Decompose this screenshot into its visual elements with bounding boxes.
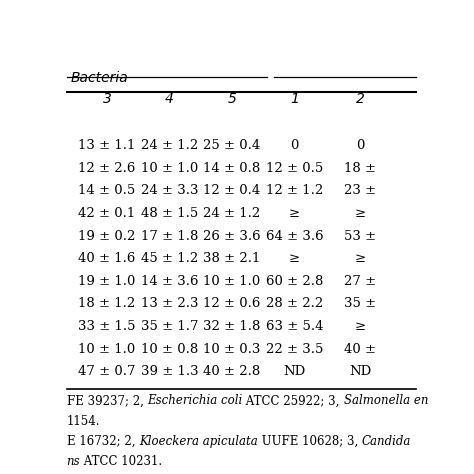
Text: 25 ± 0.4: 25 ± 0.4	[203, 139, 261, 152]
Text: 14 ± 0.8: 14 ± 0.8	[203, 162, 261, 174]
Text: 10 ± 0.8: 10 ± 0.8	[141, 343, 198, 356]
Text: ND: ND	[283, 365, 305, 378]
Text: UUFE 10628; 3,: UUFE 10628; 3,	[257, 435, 362, 447]
Text: 12 ± 2.6: 12 ± 2.6	[78, 162, 136, 174]
Text: ns: ns	[66, 455, 80, 468]
Text: 38 ± 2.1: 38 ± 2.1	[203, 252, 261, 265]
Text: 14 ± 0.5: 14 ± 0.5	[78, 184, 136, 197]
Text: 14 ± 3.6: 14 ± 3.6	[141, 275, 198, 288]
Text: ≥: ≥	[289, 252, 300, 265]
Text: 10 ± 0.3: 10 ± 0.3	[203, 343, 261, 356]
Text: 40 ±: 40 ±	[345, 343, 376, 356]
Text: 35 ±: 35 ±	[345, 297, 376, 310]
Text: FE 39237; 2,: FE 39237; 2,	[66, 394, 147, 408]
Text: 0: 0	[290, 139, 299, 152]
Text: Candida: Candida	[362, 435, 411, 447]
Text: 26 ± 3.6: 26 ± 3.6	[203, 229, 261, 243]
Text: 40 ± 1.6: 40 ± 1.6	[78, 252, 136, 265]
Text: 40 ± 2.8: 40 ± 2.8	[203, 365, 261, 378]
Text: ≥: ≥	[355, 320, 366, 333]
Text: 10 ± 1.0: 10 ± 1.0	[141, 162, 198, 174]
Text: ATCC 25922; 3,: ATCC 25922; 3,	[243, 394, 344, 408]
Text: 5: 5	[228, 91, 237, 106]
Text: 4: 4	[165, 91, 174, 106]
Text: 53 ±: 53 ±	[345, 229, 376, 243]
Text: 39 ± 1.3: 39 ± 1.3	[141, 365, 198, 378]
Text: 10 ± 1.0: 10 ± 1.0	[78, 343, 136, 356]
Text: 35 ± 1.7: 35 ± 1.7	[141, 320, 198, 333]
Text: 2: 2	[356, 91, 365, 106]
Text: 27 ±: 27 ±	[345, 275, 376, 288]
Text: 13 ± 2.3: 13 ± 2.3	[141, 297, 198, 310]
Text: 1154.: 1154.	[66, 415, 100, 428]
Text: Bacteria: Bacteria	[70, 72, 128, 85]
Text: 3: 3	[102, 91, 111, 106]
Text: 22 ± 3.5: 22 ± 3.5	[265, 343, 323, 356]
Text: 18 ± 1.2: 18 ± 1.2	[78, 297, 136, 310]
Text: ≥: ≥	[289, 207, 300, 220]
Text: 23 ±: 23 ±	[345, 184, 376, 197]
Text: E 16732; 2,: E 16732; 2,	[66, 435, 139, 447]
Text: 60 ± 2.8: 60 ± 2.8	[265, 275, 323, 288]
Text: ≥: ≥	[355, 207, 366, 220]
Text: 1: 1	[290, 91, 299, 106]
Text: 19 ± 0.2: 19 ± 0.2	[78, 229, 136, 243]
Text: 24 ± 1.2: 24 ± 1.2	[141, 139, 198, 152]
Text: 12 ± 0.4: 12 ± 0.4	[203, 184, 261, 197]
Text: 32 ± 1.8: 32 ± 1.8	[203, 320, 261, 333]
Text: 24 ± 3.3: 24 ± 3.3	[141, 184, 198, 197]
Text: 13 ± 1.1: 13 ± 1.1	[78, 139, 136, 152]
Text: 47 ± 0.7: 47 ± 0.7	[78, 365, 136, 378]
Text: 28 ± 2.2: 28 ± 2.2	[266, 297, 323, 310]
Text: 48 ± 1.5: 48 ± 1.5	[141, 207, 198, 220]
Text: 42 ± 0.1: 42 ± 0.1	[78, 207, 136, 220]
Text: Kloeckera apiculata: Kloeckera apiculata	[139, 435, 257, 447]
Text: 33 ± 1.5: 33 ± 1.5	[78, 320, 136, 333]
Text: 0: 0	[356, 139, 365, 152]
Text: Salmonella en: Salmonella en	[344, 394, 428, 408]
Text: 12 ± 0.5: 12 ± 0.5	[266, 162, 323, 174]
Text: 63 ± 5.4: 63 ± 5.4	[265, 320, 323, 333]
Text: 12 ± 1.2: 12 ± 1.2	[266, 184, 323, 197]
Text: 18 ±: 18 ±	[345, 162, 376, 174]
Text: 24 ± 1.2: 24 ± 1.2	[203, 207, 261, 220]
Text: ≥: ≥	[355, 252, 366, 265]
Text: 19 ± 1.0: 19 ± 1.0	[78, 275, 136, 288]
Text: 64 ± 3.6: 64 ± 3.6	[265, 229, 323, 243]
Text: Escherichia coli: Escherichia coli	[147, 394, 243, 408]
Text: 17 ± 1.8: 17 ± 1.8	[141, 229, 198, 243]
Text: ATCC 10231.: ATCC 10231.	[80, 455, 163, 468]
Text: 45 ± 1.2: 45 ± 1.2	[141, 252, 198, 265]
Text: 10 ± 1.0: 10 ± 1.0	[203, 275, 261, 288]
Text: ND: ND	[349, 365, 372, 378]
Text: 12 ± 0.6: 12 ± 0.6	[203, 297, 261, 310]
